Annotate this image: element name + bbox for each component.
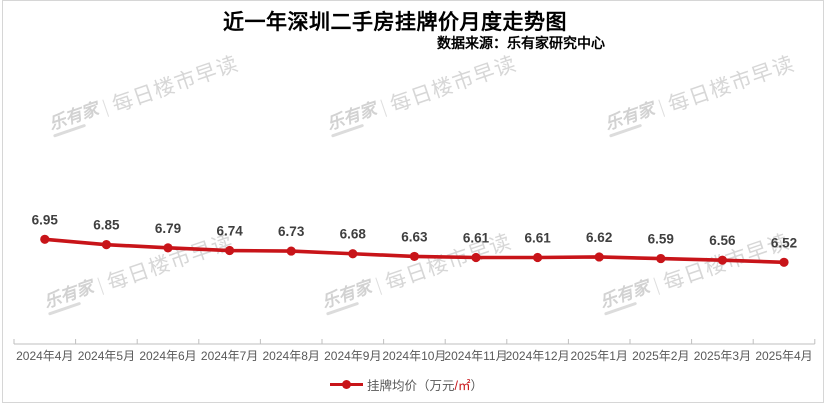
data-point [348,249,358,259]
data-label: 6.95 [32,212,59,227]
data-point [163,243,173,253]
x-axis-label: 2025年2月 [632,349,689,363]
x-axis-label: 2024年4月 [16,349,73,363]
data-label: 6.59 [648,232,674,247]
data-label: 6.79 [155,221,181,236]
x-axis-label: 2024年7月 [201,349,258,363]
legend-line-marker-icon [329,379,363,389]
data-label: 6.52 [771,235,797,250]
legend: 挂牌均价（万元/㎡） [0,375,813,394]
x-axis-label: 2025年3月 [694,349,751,363]
legend-label: 挂牌均价（万元/㎡） [367,375,483,394]
legend-label-suffix: ） [470,378,483,393]
data-point [533,252,543,263]
data-point [101,240,111,250]
x-axis-label: 2024年5月 [78,349,135,363]
data-point [225,245,235,256]
data-label: 6.56 [709,233,736,248]
x-axis-label: 2025年4月 [755,349,812,363]
data-label: 6.68 [340,227,367,242]
data-label: 6.73 [278,224,305,239]
data-point [40,234,50,244]
x-axis-label: 2024年9月 [324,349,381,363]
line-chart: 6.95 2024年4月 6.85 2024年5月 6.79 2024年6月 6.74 202… [13,212,816,363]
x-axis-label: 2025年1月 [571,349,628,363]
data-point [471,252,481,263]
data-label: 6.63 [401,229,428,244]
x-axis-label: 2024年11月 [444,349,507,363]
chart-title: 近一年深圳二手房挂牌价月度走势图 [223,11,567,34]
data-label: 6.61 [463,230,490,245]
x-axis-label: 2024年12月 [506,349,570,363]
data-point [779,257,789,267]
data-point [717,255,728,265]
x-axis-label: 2024年8月 [263,349,320,363]
data-label: 6.61 [524,230,551,245]
data-label: 6.74 [216,224,243,239]
data-label: 6.62 [586,230,612,245]
legend-label-unit: /㎡ [454,378,471,393]
x-axis-label: 2024年10月 [382,349,446,363]
data-point [656,253,666,264]
legend-dot-icon [341,379,352,389]
data-point [594,252,604,262]
data-source-label: 数据来源：乐有家研究中心 [437,35,605,51]
data-label: 6.85 [93,218,120,233]
legend-label-prefix: 挂牌均价（万元 [366,378,455,393]
data-point [286,246,296,256]
x-axis-label: 2024年6月 [139,349,196,363]
data-point [409,251,419,262]
